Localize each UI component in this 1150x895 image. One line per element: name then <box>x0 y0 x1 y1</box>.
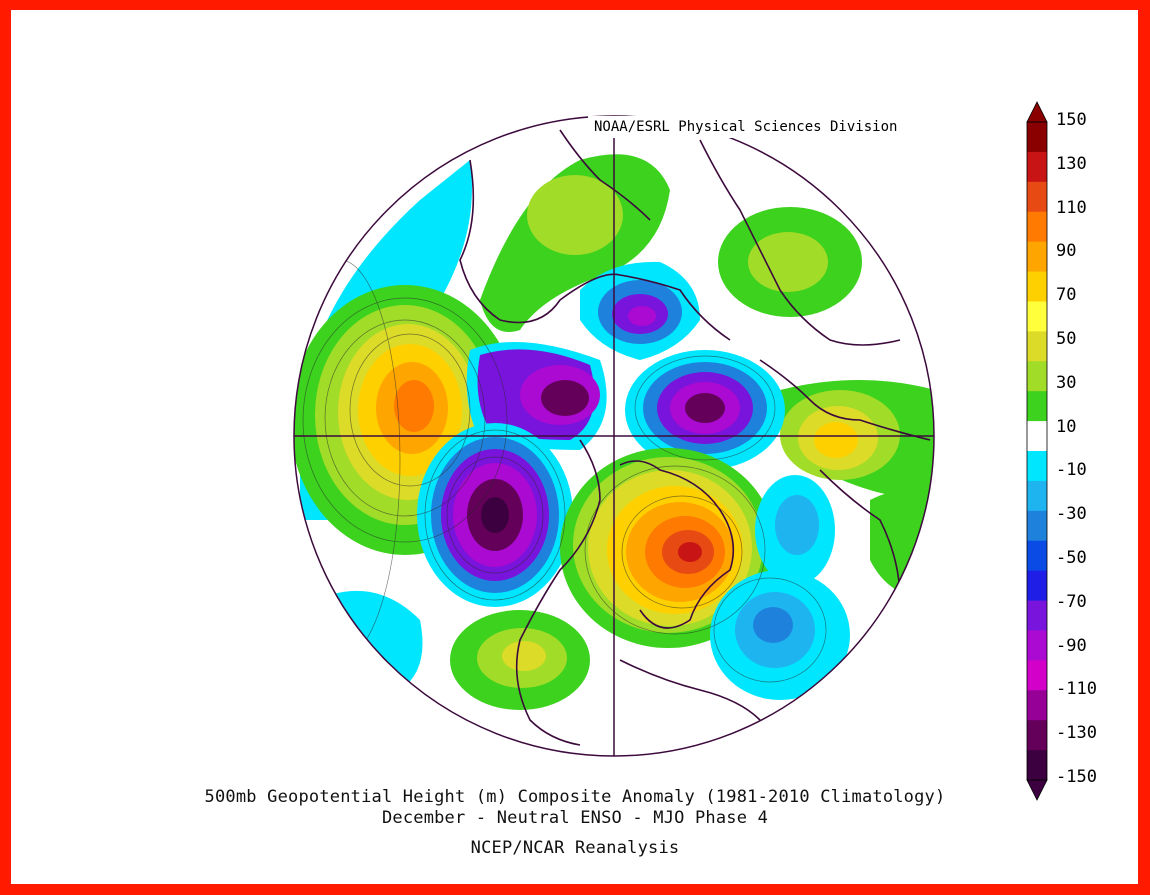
colorbar-swatch <box>1027 480 1047 512</box>
colorbar-swatch <box>1027 301 1047 332</box>
colorbar-swatch <box>1027 421 1047 452</box>
colorbar-swatch <box>1027 540 1047 572</box>
colorbar-tick-label: 70 <box>1056 285 1077 306</box>
colorbar-tick-label: -10 <box>1056 460 1087 481</box>
colorbar-swatch <box>1027 630 1047 661</box>
colorbar-tick-label: 30 <box>1056 372 1077 393</box>
colorbar <box>1026 101 1048 801</box>
colorbar-swatch <box>1027 510 1047 542</box>
colorbar-swatch <box>1027 331 1047 362</box>
neg-region-pacific-south <box>330 590 423 690</box>
colorbar-swatch <box>1027 241 1047 273</box>
colorbar-tick-label: -150 <box>1056 767 1097 787</box>
colorbar-tick-label: -130 <box>1056 723 1097 744</box>
colorbar-swatch <box>1027 122 1047 153</box>
colorbar-swatch <box>1027 451 1047 482</box>
colorbar-tick-label: -90 <box>1056 635 1087 656</box>
credit-label: NOAA/ESRL Physical Sciences Division <box>588 116 904 138</box>
anomaly-field <box>294 116 934 756</box>
colorbar-swatch <box>1027 660 1047 691</box>
colorbar-tick-label: -110 <box>1056 679 1097 700</box>
neg-anomaly-western-us <box>417 423 573 607</box>
source-label: NCEP/NCAR Reanalysis <box>470 838 680 858</box>
colorbar-swatch <box>1027 720 1047 751</box>
colorbar-swatch <box>1027 211 1047 243</box>
colorbar-max-arrow <box>1026 101 1048 123</box>
colorbar-tick-label: 110 <box>1056 197 1087 218</box>
title-line-2: December - Neutral ENSO - MJO Phase 4 <box>381 808 769 828</box>
colorbar-tick-label: 10 <box>1056 416 1077 437</box>
colorbar-swatch <box>1027 391 1047 422</box>
colorbar-swatch <box>1027 750 1047 781</box>
colorbar-swatch <box>1027 181 1047 213</box>
colorbar-tick-label: -50 <box>1056 548 1087 568</box>
colorbar-swatch <box>1027 600 1047 631</box>
neg-anomaly-siberia <box>625 350 785 470</box>
colorbar-swatch <box>1027 271 1047 302</box>
colorbar-tick-label: 150 <box>1056 110 1087 130</box>
colorbar-swatch <box>1027 151 1047 183</box>
colorbar-tick-label: -30 <box>1056 504 1087 525</box>
colorbar-tick-label: -70 <box>1056 591 1087 612</box>
colorbar-tick-label: 130 <box>1056 153 1087 174</box>
colorbar-swatch <box>1027 361 1047 392</box>
colorbar-swatch <box>1027 570 1047 602</box>
colorbar-tick-label: 90 <box>1056 241 1077 262</box>
colorbar-tick-label: 50 <box>1056 329 1077 349</box>
neg-region-pacific-west <box>300 160 472 520</box>
title-line-1: 500mb Geopotential Height (m) Composite … <box>204 787 946 807</box>
pos-anomaly-central-pacific-south <box>450 610 590 710</box>
colorbar-swatch <box>1027 690 1047 721</box>
coastlines <box>459 129 931 746</box>
